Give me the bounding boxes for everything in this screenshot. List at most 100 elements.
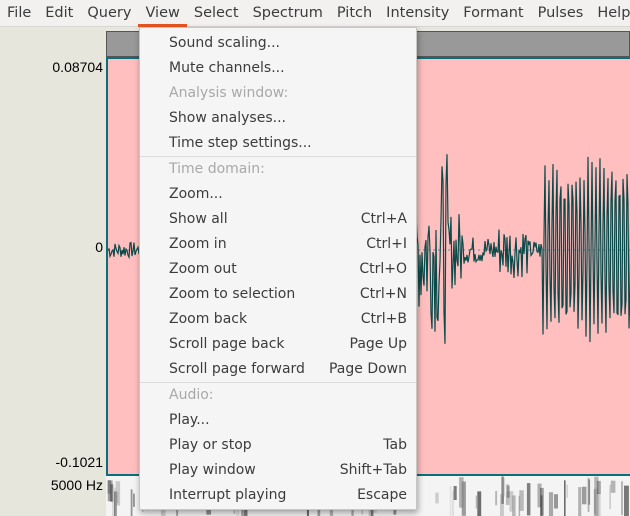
menu-item-shortcut: Tab (383, 437, 407, 453)
spectrogram-mark (502, 477, 505, 497)
spectrogram-mark (512, 495, 516, 516)
spectrogram-mark (509, 491, 514, 512)
amplitude-zero-label: 0 (95, 239, 103, 255)
menu-item-zoom[interactable]: Zoom... (140, 182, 416, 207)
menu-item-shortcut: Shift+Tab (339, 462, 407, 478)
menu-item-label: Show all (169, 211, 228, 227)
menu-bar: File Edit Query View Select Spectrum Pit… (0, 0, 630, 27)
spectrogram-mark (452, 490, 454, 516)
spectrogram-mark (578, 487, 582, 516)
spectrogram-mark (596, 480, 601, 494)
spectrogram-mark (459, 477, 464, 508)
menu-item-label: Time domain: (169, 161, 265, 177)
spectrogram-mark (519, 490, 524, 511)
spectrogram-mark (609, 484, 611, 510)
menu-item-label: Zoom out (169, 261, 237, 277)
spectrogram-mark (495, 490, 498, 506)
menu-separator (140, 382, 416, 383)
axis-panel (0, 28, 106, 516)
menu-item-play-window[interactable]: Play window Shift+Tab (140, 458, 416, 483)
spectrogram-mark (475, 495, 477, 509)
spectrogram-mark (500, 494, 504, 516)
menu-item-shortcut: Ctrl+I (366, 236, 407, 252)
menu-item-zoom-out[interactable]: Zoom out Ctrl+O (140, 257, 416, 282)
menu-item-label: Zoom... (169, 186, 223, 202)
menu-item-interrupt-playing[interactable]: Interrupt playing Escape (140, 483, 416, 508)
spectrogram-mark (506, 485, 510, 498)
spectrogram-mark (461, 481, 466, 516)
menu-header-time-domain: Time domain: (140, 157, 416, 182)
menu-pitch[interactable]: Pitch (336, 4, 373, 21)
menu-item-shortcut: Ctrl+N (359, 286, 407, 302)
spectrogram-mark (593, 488, 599, 516)
spectrogram-mark (130, 489, 133, 516)
spectrogram-mark (526, 483, 531, 516)
spectrogram-mark (449, 486, 452, 516)
spectrogram-mark (537, 483, 542, 508)
menu-intensity[interactable]: Intensity (386, 4, 450, 21)
menu-item-label: Scroll page forward (169, 361, 305, 377)
spectrogram-mark (582, 486, 587, 505)
menu-item-label: Play window (169, 462, 256, 478)
menu-edit[interactable]: Edit (45, 4, 74, 21)
menu-item-zoom-in[interactable]: Zoom in Ctrl+I (140, 232, 416, 257)
menu-item-sound-scaling[interactable]: Sound scaling... (140, 31, 416, 56)
menu-item-zoom-to-selection[interactable]: Zoom to selection Ctrl+N (140, 282, 416, 307)
spectrogram-mark (435, 492, 439, 504)
spectrogram-mark (133, 493, 135, 507)
spectrogram-mark (624, 485, 629, 516)
spectrogram-mark (594, 489, 596, 514)
spectrogram-mark (564, 480, 566, 516)
menu-select[interactable]: Select (193, 4, 239, 21)
menu-formant[interactable]: Formant (463, 4, 524, 21)
menu-header-analysis-window: Analysis window: (140, 81, 416, 106)
menu-item-scroll-page-back[interactable]: Scroll page back Page Up (140, 332, 416, 357)
spectrogram-mark (596, 493, 601, 516)
menu-item-shortcut: Ctrl+A (360, 211, 407, 227)
spectrogram-mark (566, 484, 568, 498)
spectrogram-mark (540, 495, 543, 516)
spectrogram-mark (115, 481, 121, 506)
menu-item-shortcut: Ctrl+B (360, 311, 407, 327)
spectrogram-mark (505, 484, 510, 506)
menu-item-play[interactable]: Play... (140, 408, 416, 433)
view-menu-dropdown: Sound scaling... Mute channels... Analys… (139, 27, 417, 510)
menu-view[interactable]: View (138, 0, 187, 27)
menu-item-show-all[interactable]: Show all Ctrl+A (140, 207, 416, 232)
menu-item-label: Sound scaling... (169, 35, 280, 51)
frequency-max-label: 5000 Hz (50, 477, 103, 493)
menu-item-shortcut: Ctrl+O (359, 261, 407, 277)
menu-header-audio: Audio: (140, 383, 416, 408)
menu-item-label: Show analyses... (169, 110, 286, 126)
menu-item-label: Play or stop (169, 437, 252, 453)
menu-item-scroll-page-forward[interactable]: Scroll page forward Page Down (140, 357, 416, 382)
menu-item-label: Zoom in (169, 236, 227, 252)
menu-item-mute-channels[interactable]: Mute channels... (140, 56, 416, 81)
menu-query[interactable]: Query (87, 4, 132, 21)
menu-pulses[interactable]: Pulses (537, 4, 584, 21)
menu-item-label: Time step settings... (169, 135, 312, 151)
menu-help[interactable]: Help (597, 4, 630, 21)
menu-item-show-analyses[interactable]: Show analyses... (140, 106, 416, 131)
menu-item-time-step-settings[interactable]: Time step settings... (140, 131, 416, 156)
menu-item-label: Interrupt playing (169, 487, 287, 503)
menu-item-zoom-back[interactable]: Zoom back Ctrl+B (140, 307, 416, 332)
menu-spectrum[interactable]: Spectrum (252, 4, 323, 21)
spectrogram-mark (621, 481, 623, 515)
menu-item-label: Zoom back (169, 311, 248, 327)
spectrogram-mark (453, 486, 457, 500)
menu-item-label: Play... (169, 412, 210, 428)
menu-separator (140, 156, 416, 157)
menu-item-shortcut: Page Up (349, 336, 407, 352)
spectrogram-mark (610, 480, 616, 493)
spectrogram-mark (554, 494, 558, 509)
menu-item-label: Zoom to selection (169, 286, 296, 302)
spectrogram-mark (112, 487, 117, 516)
menu-item-label: Scroll page back (169, 336, 285, 352)
menu-file[interactable]: File (7, 4, 32, 21)
spectrogram-mark (477, 491, 482, 516)
menu-item-label: Audio: (169, 387, 214, 403)
spectrogram-mark (548, 492, 554, 516)
spectrogram-mark (588, 479, 591, 505)
menu-item-play-or-stop[interactable]: Play or stop Tab (140, 433, 416, 458)
